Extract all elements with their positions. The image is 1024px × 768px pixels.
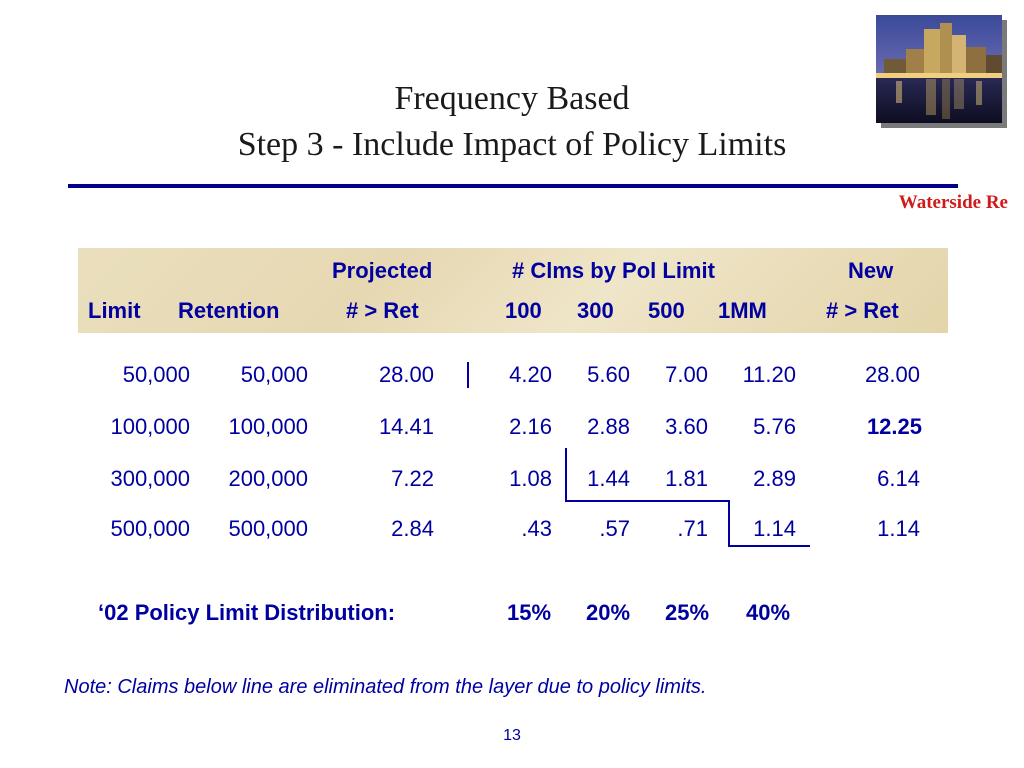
staircase-line-seg1 xyxy=(467,362,469,388)
distribution-label: ‘02 Policy Limit Distribution: xyxy=(98,600,396,625)
row3-new: 6.14 xyxy=(877,466,920,491)
row4-c300: .57 xyxy=(599,516,630,541)
row2-c500: 3.60 xyxy=(665,414,708,439)
row3-c1mm: 2.89 xyxy=(753,466,796,491)
row2-retention: 100,000 xyxy=(228,414,308,439)
distribution-300: 20% xyxy=(586,600,631,625)
row1-limit: 50,000 xyxy=(122,362,190,387)
slide-title-line1: Frequency Based xyxy=(394,80,630,117)
row3-c100: 1.08 xyxy=(509,466,552,491)
row4-retention: 500,000 xyxy=(228,516,308,541)
row3-c300: 1.44 xyxy=(587,466,630,491)
row2-c300: 2.88 xyxy=(587,414,630,439)
row1-c100: 4.20 xyxy=(509,362,552,387)
title-divider-rule xyxy=(68,184,958,188)
header-1mm: 1MM xyxy=(718,298,767,323)
header-new-gt-ret: # > Ret xyxy=(826,298,899,323)
distribution-1mm: 40% xyxy=(746,600,791,625)
row2-new-highlight: 12.25 xyxy=(866,414,922,439)
row1-c300: 5.60 xyxy=(587,362,630,387)
staircase-line-seg2 xyxy=(565,448,567,500)
header-retention: Retention xyxy=(178,298,280,323)
row1-retention: 50,000 xyxy=(240,362,308,387)
row4-c500: .71 xyxy=(677,516,708,541)
row4-new: 1.14 xyxy=(877,516,920,541)
header-500: 500 xyxy=(648,298,685,323)
cityscape-image xyxy=(876,15,1002,123)
row1-new: 28.00 xyxy=(864,362,920,387)
staircase-line-seg5 xyxy=(728,545,810,547)
footnote: Note: Claims below line are eliminated f… xyxy=(64,676,707,698)
header-new: New xyxy=(848,258,894,283)
night-cityscape-photo xyxy=(876,15,1002,123)
row3-retention: 200,000 xyxy=(228,466,308,491)
table-header-band xyxy=(78,248,948,333)
row2-limit: 100,000 xyxy=(110,414,190,439)
distribution-100: 15% xyxy=(507,600,552,625)
row1-c500: 7.00 xyxy=(665,362,708,387)
row3-c500: 1.81 xyxy=(665,466,708,491)
row1-c1mm: 11.20 xyxy=(742,362,796,387)
row1-projected: 28.00 xyxy=(378,362,434,387)
header-clms-by-pol-limit: # Clms by Pol Limit xyxy=(512,258,715,283)
header-100: 100 xyxy=(505,298,542,323)
header-projected: Projected xyxy=(332,258,433,283)
header-300: 300 xyxy=(577,298,614,323)
distribution-500: 25% xyxy=(665,600,710,625)
row2-c100: 2.16 xyxy=(509,414,552,439)
header-limit: Limit xyxy=(88,298,141,323)
row4-limit: 500,000 xyxy=(110,516,190,541)
row3-limit: 300,000 xyxy=(110,466,190,491)
page-number: 13 xyxy=(503,727,521,744)
header-gt-ret: # > Ret xyxy=(346,298,419,323)
row2-c1mm: 5.76 xyxy=(753,414,796,439)
row2-projected: 14.41 xyxy=(378,414,434,439)
row4-projected: 2.84 xyxy=(391,516,434,541)
row4-c100: .43 xyxy=(521,516,552,541)
row3-projected: 7.22 xyxy=(391,466,434,491)
staircase-line-seg4 xyxy=(728,500,730,546)
company-name: Waterside Re xyxy=(898,192,1008,213)
slide-title-line2: Step 3 - Include Impact of Policy Limits xyxy=(237,126,787,163)
staircase-line-seg3 xyxy=(565,500,730,502)
row4-c1mm: 1.14 xyxy=(753,516,796,541)
